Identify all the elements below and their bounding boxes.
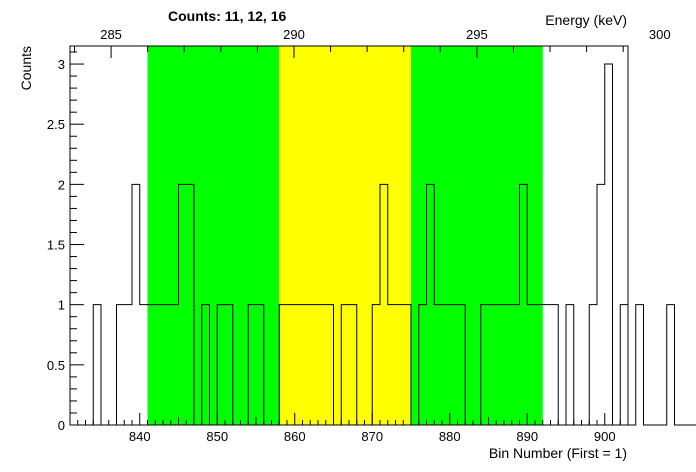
y-tick-label: 2.5 (47, 117, 65, 132)
energy-tick-label: 300 (649, 27, 671, 42)
y-tick-label: 2 (58, 177, 65, 192)
x-axis: 840 850 860 870 880 890 900 (69, 413, 629, 444)
x-tick-label: 890 (516, 429, 538, 444)
x-tick-label: 900 (594, 429, 616, 444)
chart-title: Counts: 11, 12, 16 (168, 8, 286, 24)
x-axis-label: Bin Number (First = 1) (489, 445, 627, 461)
region-3 (411, 46, 543, 425)
energy-tick-label: 295 (466, 27, 488, 42)
region-2 (279, 46, 411, 425)
region-1 (147, 46, 280, 425)
y-tick-label: 0 (58, 418, 65, 433)
y-tick-label: 0.5 (47, 358, 65, 373)
y-axis: 0 0.5 1 1.5 2 2.5 3 (47, 51, 84, 433)
highlight-regions (147, 46, 543, 425)
x-tick-label: 860 (284, 429, 306, 444)
y-axis-label: Counts (18, 46, 34, 90)
energy-tick-label: 290 (283, 27, 305, 42)
energy-tick-label: 285 (100, 27, 122, 42)
energy-axis: 285290295300305 (73, 27, 671, 58)
histogram-series (70, 63, 696, 426)
x-tick-label: 880 (439, 429, 461, 444)
y-tick-label: 1 (58, 298, 65, 313)
y-tick-label: 1.5 (47, 238, 65, 253)
y-tick-label: 3 (58, 57, 65, 72)
x-tick-label: 850 (206, 429, 228, 444)
x-tick-label: 840 (129, 429, 151, 444)
energy-axis-label: Energy (keV) (545, 12, 627, 28)
x-tick-label: 870 (361, 429, 383, 444)
histogram-line (70, 63, 696, 426)
